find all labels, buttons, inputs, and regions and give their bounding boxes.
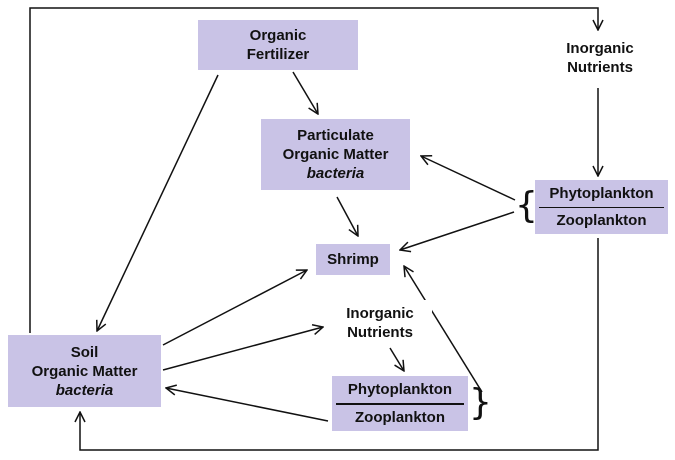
node-particulate-organic-matter: Particulate Organic Matter bacteria <box>261 119 410 190</box>
arrow-particulate-to-shrimp <box>336 196 358 236</box>
soil-line1: Soil <box>70 343 99 361</box>
arrow-plankton-bottom-to-soil <box>166 388 329 422</box>
node-plankton-right: Phytoplankton Zooplankton <box>535 180 668 234</box>
arrow-inorganic-middle-to-plankton-bottom <box>389 347 404 371</box>
plankton-bottom-brace: } <box>469 382 492 423</box>
inorganic-middle-line2: Nutrients <box>347 324 413 341</box>
plankton-bottom-phyto: Phytoplankton <box>347 381 453 399</box>
shrimp-label: Shrimp <box>327 251 379 268</box>
node-plankton-bottom: Phytoplankton Zooplankton <box>332 376 468 431</box>
inorganic-top-line2: Nutrients <box>567 59 633 76</box>
inorganic-top-line1: Inorganic <box>566 40 634 57</box>
plankton-right-zoo: Zooplankton <box>556 212 647 230</box>
arrow-plankton-right-to-particulate <box>421 156 516 201</box>
arrow-soil-to-inorganic-middle <box>162 327 323 371</box>
organic-fertilizer-line1: Organic <box>249 27 307 44</box>
arrow-soil-to-shrimp <box>162 270 307 346</box>
arrow-plankton-bottom-to-shrimp <box>404 266 483 393</box>
node-inorganic-nutrients-middle: Inorganic Nutrients <box>328 300 432 346</box>
arrow-soil-to-inorganic-nutrients-top <box>29 7 598 333</box>
organic-fertilizer-line2: Fertilizer <box>246 46 310 63</box>
arrow-plankton-right-to-shrimp <box>400 211 515 250</box>
node-inorganic-nutrients-top: Inorganic Nutrients <box>548 35 652 81</box>
arrow-fertilizer-to-particulate <box>292 71 318 114</box>
arrow-plankton-right-to-soil <box>80 238 599 451</box>
soil-line2: Organic Matter <box>31 362 138 380</box>
node-shrimp: Shrimp <box>316 244 390 275</box>
plankton-right-divider <box>539 206 664 209</box>
plankton-bottom-zoo: Zooplankton <box>355 408 445 426</box>
soil-line3: bacteria <box>55 381 114 399</box>
arrow-fertilizer-to-soil <box>97 74 219 331</box>
plankton-right-phyto: Phytoplankton <box>549 184 654 202</box>
particulate-line2: Organic Matter <box>282 146 389 163</box>
node-soil-organic-matter: Soil Organic Matter bacteria <box>8 335 161 407</box>
particulate-line1: Particulate <box>297 127 374 144</box>
plankton-right-brace: { <box>515 185 538 226</box>
plankton-bottom-divider <box>336 403 464 405</box>
inorganic-middle-line1: Inorganic <box>346 305 414 322</box>
particulate-line3: bacteria <box>306 165 365 182</box>
node-organic-fertilizer: Organic Fertilizer <box>198 20 358 70</box>
